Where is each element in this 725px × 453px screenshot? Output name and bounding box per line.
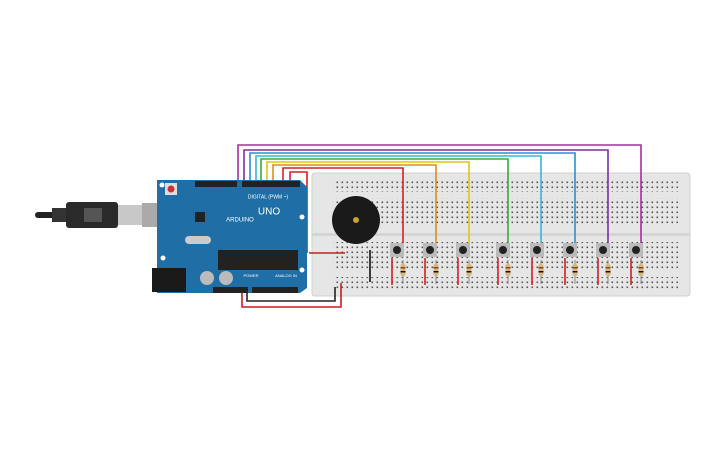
arduino-board: DIGITAL (PWM ~) ARDUINO UNO POWER ANALOG… [152, 180, 307, 293]
buzzer [332, 196, 380, 244]
brand-label: ARDUINO [226, 218, 254, 224]
breadboard [311, 172, 691, 297]
buttons [390, 243, 643, 257]
usb-cable [35, 202, 160, 228]
model-label: UNO [258, 207, 280, 218]
signal-wires [237, 144, 642, 308]
analog-label: ANALOG IN [275, 273, 297, 278]
digital-label: DIGITAL (PWM ~) [248, 194, 288, 200]
resistors [400, 260, 644, 284]
power-label: POWER [243, 273, 258, 278]
ground-wires [391, 258, 632, 285]
